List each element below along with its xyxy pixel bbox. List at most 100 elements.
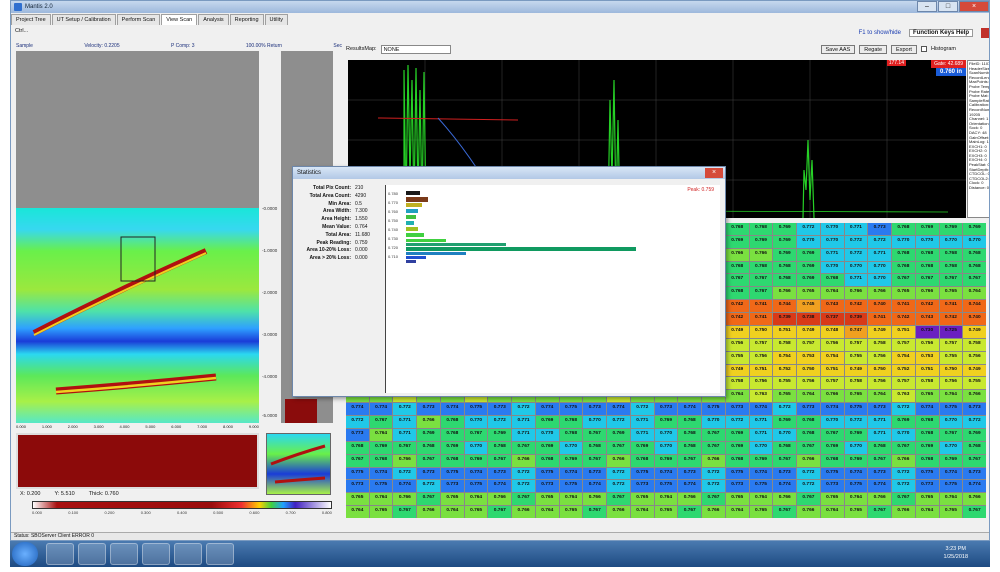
grid-cell[interactable]: 0.756 [868,351,892,364]
grid-cell[interactable]: 0.751 [892,325,915,338]
grid-cell[interactable]: 0.769 [417,428,440,441]
grid-cell[interactable]: 0.766 [868,493,892,506]
grid-cell[interactable]: 0.770 [963,235,986,248]
grid-cell[interactable]: 0.755 [963,377,986,390]
b-scan-view[interactable] [16,433,259,489]
grid-cell[interactable]: 0.772 [346,416,369,428]
grid-cell[interactable]: 0.751 [820,364,844,377]
grid-cell[interactable]: 0.757 [820,377,844,390]
grid-cell[interactable]: 0.771 [630,416,654,428]
grid-cell[interactable]: 0.769 [749,235,773,248]
grid-cell[interactable]: 0.769 [939,454,963,467]
grid-cell[interactable]: 0.773 [797,403,820,415]
grid-cell[interactable]: 0.756 [915,338,939,351]
grid-cell[interactable]: 0.767 [607,441,630,454]
grid-cell[interactable]: 0.768 [440,428,464,441]
grid-cell[interactable]: 0.772 [892,480,915,493]
grid-cell[interactable]: 0.766 [512,454,535,467]
grid-cell[interactable]: 0.764 [369,428,393,441]
grid-cell[interactable]: 0.768 [725,287,749,300]
grid-cell[interactable]: 0.764 [559,493,583,506]
grid-cell[interactable]: 0.771 [844,274,868,287]
parameters-list[interactable]: FileID: 11077108HeaderSize: 64ScanNumber… [967,60,989,218]
grid-cell[interactable]: 0.743 [915,313,939,325]
grid-cell[interactable]: 0.752 [892,364,915,377]
grid-cell[interactable]: 0.772 [892,403,915,415]
grid-cell[interactable]: 0.764 [868,390,892,403]
grid-cell[interactable]: 0.768 [369,454,393,467]
minimize-button[interactable]: – [917,1,937,12]
grid-cell[interactable]: 0.772 [488,416,512,428]
regate-button[interactable]: Regate [859,44,888,54]
grid-cell[interactable]: 0.768 [559,428,583,441]
grid-cell[interactable]: 0.758 [773,338,797,351]
grid-cell[interactable]: 0.767 [892,274,915,287]
grid-cell[interactable]: 0.768 [820,454,844,467]
grid-cell[interactable]: 0.741 [868,313,892,325]
grid-cell[interactable]: 0.756 [749,377,773,390]
grid-cell[interactable]: 0.769 [464,454,488,467]
grid-cell[interactable]: 0.773 [820,480,844,493]
grid-cell[interactable]: 0.766 [749,248,773,261]
grid-cell[interactable]: 0.768 [346,441,369,454]
grid-cell[interactable]: 0.755 [725,351,749,364]
overview-thumbnail[interactable] [266,433,331,495]
grid-cell[interactable]: 0.774 [488,480,512,493]
grid-cell[interactable]: 0.763 [892,390,915,403]
grid-cell[interactable]: 0.764 [725,506,749,518]
grid-cell[interactable]: 0.774 [393,480,417,493]
grid-cell[interactable]: 0.768 [725,261,749,274]
tab-project-tree[interactable]: Project Tree [11,14,51,25]
grid-cell[interactable]: 0.775 [915,467,939,480]
grid-cell[interactable]: 0.770 [820,261,844,274]
close-button[interactable]: × [959,1,989,12]
grid-cell[interactable]: 0.770 [820,416,844,428]
grid-cell[interactable]: 0.768 [559,416,583,428]
grid-cell[interactable]: 0.764 [440,506,464,518]
grid-cell[interactable]: 0.769 [725,428,749,441]
grid-cell[interactable]: 0.766 [820,390,844,403]
grid-cell[interactable]: 0.767 [583,428,607,441]
grid-cell[interactable]: 0.769 [773,248,797,261]
grid-cell[interactable]: 0.766 [844,287,868,300]
grid-cell[interactable]: 0.769 [773,235,797,248]
grid-cell[interactable]: 0.767 [773,506,797,518]
grid-cell[interactable]: 0.765 [749,506,773,518]
grid-cell[interactable]: 0.773 [346,480,369,493]
grid-cell[interactable]: 0.766 [607,454,630,467]
grid-cell[interactable]: 0.769 [749,454,773,467]
grid-cell[interactable]: 0.773 [868,223,892,235]
grid-cell[interactable]: 0.769 [654,454,678,467]
grid-cell[interactable]: 0.770 [583,416,607,428]
grid-cell[interactable]: 0.770 [868,261,892,274]
grid-cell[interactable]: 0.751 [773,325,797,338]
grid-cell[interactable]: 0.765 [725,493,749,506]
grid-cell[interactable]: 0.766 [725,248,749,261]
grid-cell[interactable]: 0.764 [844,493,868,506]
grid-cell[interactable]: 0.772 [797,480,820,493]
grid-cell[interactable]: 0.768 [678,441,702,454]
grid-cell[interactable]: 0.749 [963,325,986,338]
grid-cell[interactable]: 0.764 [915,506,939,518]
taskbar-chrome-icon[interactable] [78,543,106,565]
tab-ut-setup[interactable]: UT Setup / Calibration [51,14,116,25]
grid-cell[interactable]: 0.769 [797,261,820,274]
grid-cell[interactable]: 0.749 [725,364,749,377]
grid-cell[interactable]: 0.773 [535,480,559,493]
grid-cell[interactable]: 0.775 [749,480,773,493]
grid-cell[interactable]: 0.756 [939,377,963,390]
grid-cell[interactable]: 0.770 [939,235,963,248]
grid-cell[interactable]: 0.766 [963,390,986,403]
grid-cell[interactable]: 0.770 [654,428,678,441]
grid-cell[interactable]: 0.768 [725,454,749,467]
grid-cell[interactable]: 0.772 [844,416,868,428]
grid-cell[interactable]: 0.770 [820,235,844,248]
grid-cell[interactable]: 0.775 [440,467,464,480]
grid-cell[interactable]: 0.767 [868,506,892,518]
grid-cell[interactable]: 0.758 [963,338,986,351]
grid-cell[interactable]: 0.769 [939,223,963,235]
export-button[interactable]: Export [891,44,917,54]
grid-cell[interactable]: 0.765 [797,287,820,300]
grid-cell[interactable]: 0.768 [963,248,986,261]
grid-cell[interactable]: 0.774 [773,480,797,493]
